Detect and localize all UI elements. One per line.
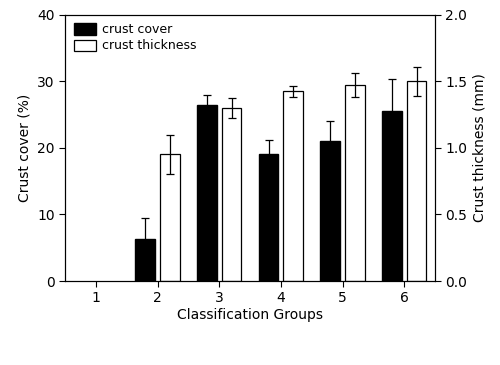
Bar <box>345 85 364 281</box>
Bar <box>320 141 340 281</box>
Bar <box>382 111 402 281</box>
Bar <box>284 91 303 281</box>
X-axis label: Classification Groups: Classification Groups <box>177 308 323 322</box>
Bar <box>197 104 216 281</box>
Bar <box>406 81 426 281</box>
Y-axis label: Crust thickness (mm): Crust thickness (mm) <box>473 73 487 222</box>
Legend: crust cover, crust thickness: crust cover, crust thickness <box>72 21 200 55</box>
Bar <box>136 239 155 281</box>
Bar <box>258 154 278 281</box>
Bar <box>160 154 180 281</box>
Bar <box>222 108 242 281</box>
Y-axis label: Crust cover (%): Crust cover (%) <box>18 94 32 202</box>
